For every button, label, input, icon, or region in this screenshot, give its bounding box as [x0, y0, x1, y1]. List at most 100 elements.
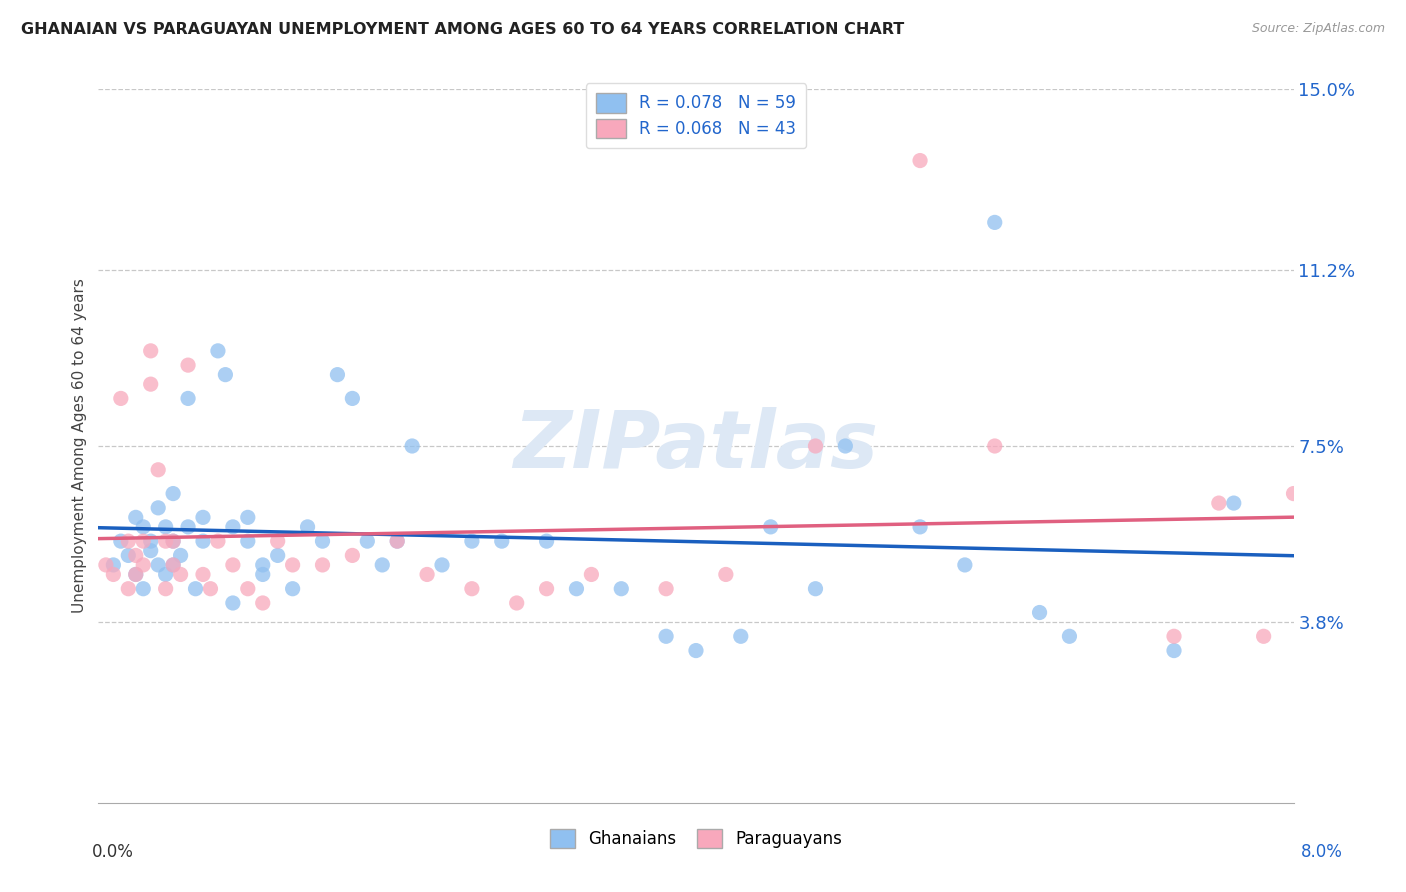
Point — [207, 534, 229, 549]
Point — [162, 486, 184, 500]
Text: 8.0%: 8.0% — [1301, 843, 1343, 861]
Point — [610, 582, 633, 596]
Point — [1253, 629, 1275, 643]
Point — [236, 534, 259, 549]
Point — [191, 567, 214, 582]
Point — [267, 534, 290, 549]
Point — [139, 343, 162, 358]
Point — [169, 549, 191, 563]
Point — [342, 549, 364, 563]
Point — [200, 582, 222, 596]
Point — [222, 596, 245, 610]
Point — [371, 558, 394, 572]
Point — [139, 543, 162, 558]
Point — [1028, 606, 1050, 620]
Point — [155, 582, 177, 596]
Point — [461, 582, 484, 596]
Point — [804, 582, 827, 596]
Point — [1223, 496, 1246, 510]
Point — [236, 582, 259, 596]
Text: ZIPatlas: ZIPatlas — [513, 407, 879, 485]
Point — [132, 520, 155, 534]
Text: GHANAIAN VS PARAGUAYAN UNEMPLOYMENT AMONG AGES 60 TO 64 YEARS CORRELATION CHART: GHANAIAN VS PARAGUAYAN UNEMPLOYMENT AMON… — [21, 22, 904, 37]
Point — [177, 392, 200, 406]
Point — [155, 534, 177, 549]
Point — [984, 215, 1007, 229]
Point — [281, 558, 304, 572]
Text: Source: ZipAtlas.com: Source: ZipAtlas.com — [1251, 22, 1385, 36]
Point — [804, 439, 827, 453]
Point — [267, 549, 290, 563]
Point — [1282, 486, 1305, 500]
Point — [162, 534, 184, 549]
Point — [252, 558, 274, 572]
Point — [148, 463, 170, 477]
Point — [162, 558, 184, 572]
Point — [491, 534, 513, 549]
Point — [581, 567, 603, 582]
Point — [191, 510, 214, 524]
Point — [536, 534, 558, 549]
Point — [385, 534, 409, 549]
Point — [148, 558, 170, 572]
Point — [139, 534, 162, 549]
Point — [222, 520, 245, 534]
Point — [132, 582, 155, 596]
Point — [565, 582, 588, 596]
Point — [685, 643, 707, 657]
Point — [148, 500, 170, 515]
Point — [117, 534, 139, 549]
Point — [125, 567, 148, 582]
Point — [132, 534, 155, 549]
Point — [191, 534, 214, 549]
Point — [214, 368, 236, 382]
Point — [311, 534, 333, 549]
Point — [162, 558, 184, 572]
Point — [356, 534, 378, 549]
Point — [132, 558, 155, 572]
Point — [155, 520, 177, 534]
Point — [655, 629, 678, 643]
Point — [730, 629, 752, 643]
Point — [117, 582, 139, 596]
Point — [139, 377, 162, 392]
Point — [222, 558, 245, 572]
Point — [984, 439, 1007, 453]
Point — [103, 558, 125, 572]
Y-axis label: Unemployment Among Ages 60 to 64 years: Unemployment Among Ages 60 to 64 years — [72, 278, 87, 614]
Point — [252, 596, 274, 610]
Point — [110, 392, 132, 406]
Point — [1163, 629, 1185, 643]
Point — [177, 520, 200, 534]
Point — [162, 534, 184, 549]
Point — [342, 392, 364, 406]
Point — [155, 567, 177, 582]
Point — [281, 582, 304, 596]
Point — [117, 549, 139, 563]
Point — [94, 558, 117, 572]
Point — [207, 343, 229, 358]
Point — [110, 534, 132, 549]
Point — [125, 510, 148, 524]
Point — [169, 567, 191, 582]
Point — [103, 567, 125, 582]
Point — [461, 534, 484, 549]
Point — [125, 567, 148, 582]
Point — [759, 520, 782, 534]
Point — [401, 439, 423, 453]
Point — [908, 153, 931, 168]
Legend: Ghanaians, Paraguayans: Ghanaians, Paraguayans — [544, 822, 848, 855]
Point — [252, 567, 274, 582]
Point — [714, 567, 737, 582]
Point — [1163, 643, 1185, 657]
Point — [430, 558, 453, 572]
Point — [1208, 496, 1230, 510]
Point — [506, 596, 529, 610]
Point — [326, 368, 349, 382]
Text: 0.0%: 0.0% — [91, 843, 134, 861]
Point — [385, 534, 409, 549]
Point — [297, 520, 319, 534]
Point — [416, 567, 439, 582]
Point — [536, 582, 558, 596]
Point — [655, 582, 678, 596]
